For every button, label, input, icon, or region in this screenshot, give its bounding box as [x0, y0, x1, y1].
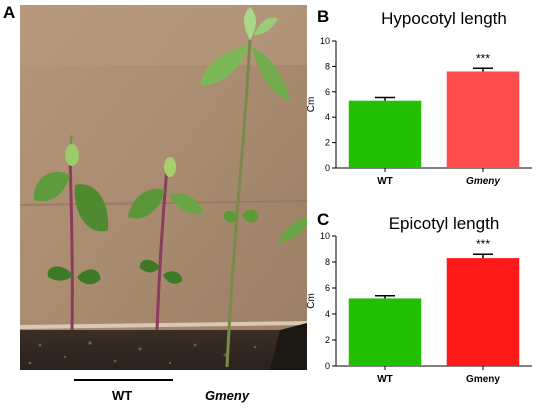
chart-hypocotyl: Hypocotyl length 0 2 4 6 8 10 Cm WT Gmeny *** — [300, 0, 545, 200]
x-tick-label: Gmeny — [466, 374, 500, 385]
panel-label-a: A — [3, 3, 16, 22]
y-tick-label: 10 — [320, 231, 330, 241]
y-tick-label: 0 — [325, 361, 330, 371]
y-tick-label: 4 — [325, 309, 330, 319]
y-tick-label: 2 — [325, 335, 330, 345]
soil-tray — [20, 330, 307, 370]
y-tick-label: 8 — [325, 61, 330, 71]
y-tick-label: 6 — [325, 87, 330, 97]
wt-group-line — [74, 379, 173, 381]
bar-wt — [348, 298, 422, 366]
photo-label-wt: WT — [112, 388, 133, 403]
y-tick-label: 0 — [325, 163, 330, 173]
photo-label-mutant: Gmeny — [205, 388, 250, 403]
x-tick-label: WT — [377, 374, 393, 385]
significance-label: *** — [476, 51, 490, 65]
y-tick-label: 2 — [325, 138, 330, 148]
chart-title: Hypocotyl length — [381, 9, 507, 28]
y-tick-label: 8 — [325, 257, 330, 267]
x-tick-label: WT — [377, 176, 393, 187]
y-tick-label: 6 — [325, 283, 330, 293]
bar-gmeny — [446, 258, 520, 366]
significance-label: *** — [476, 237, 490, 251]
y-tick-label: 10 — [320, 36, 330, 46]
seedling-photo — [20, 5, 307, 370]
y-axis-label: Cm — [306, 97, 317, 113]
chart-epicotyl: Epicotyl length 0 2 4 6 8 10 Cm WT Gmeny *** — [300, 205, 545, 405]
panel-label-c: C — [317, 210, 330, 229]
mutant-seedling — [200, 7, 290, 368]
wt-seedling-2 — [128, 157, 204, 331]
y-axis-label: Cm — [306, 293, 317, 309]
y-tick-label: 4 — [325, 112, 330, 122]
panel-label-b: B — [317, 7, 330, 26]
bar-gmeny — [446, 71, 520, 168]
bar-wt — [348, 100, 422, 168]
chart-title: Epicotyl length — [389, 214, 500, 233]
x-tick-label: Gmeny — [466, 176, 500, 187]
wt-seedling-1 — [33, 134, 109, 331]
